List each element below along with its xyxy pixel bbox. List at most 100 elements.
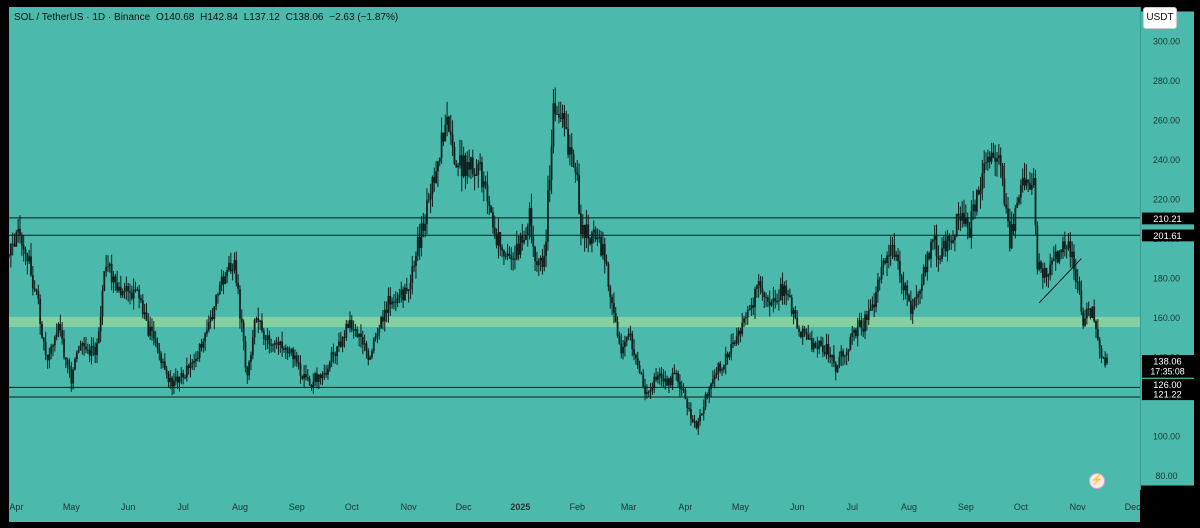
currency-button[interactable]: USDT (1143, 7, 1177, 29)
candles-group (9, 87, 1108, 435)
candle-body (1023, 177, 1026, 186)
candle-body (26, 253, 29, 262)
candle-body (986, 156, 989, 163)
time-tick-label: Sep (289, 502, 305, 512)
candle-body (365, 343, 368, 351)
candle-body (250, 355, 252, 362)
candle-body (442, 132, 445, 142)
candle-body (622, 346, 624, 354)
candle-body (52, 345, 54, 347)
candle-body (426, 200, 428, 224)
time-axis[interactable]: Apr May Jun Jul Aug Sep Oct Nov Dec 2025 Feb Mar Apr… (9, 490, 1140, 522)
candle-body (200, 344, 203, 348)
price-label-210[interactable]: 210.21 (1153, 214, 1181, 224)
candle-body (895, 254, 898, 258)
candle-body (1016, 202, 1019, 208)
candle-body (382, 317, 384, 322)
current-price-tag[interactable] (1141, 355, 1194, 378)
candle-body (1065, 248, 1068, 250)
candle-body (851, 332, 854, 337)
candle-body (589, 238, 591, 244)
candle-body (440, 132, 443, 158)
candle-body (1034, 178, 1037, 226)
candle-body (248, 361, 251, 376)
candle-body (867, 310, 870, 320)
candle-body (22, 245, 25, 250)
candle-body (803, 328, 806, 332)
candle-body (242, 322, 245, 342)
candle-body (176, 376, 179, 383)
candle-body (598, 237, 601, 239)
candle-body (301, 375, 304, 379)
candle-body (887, 255, 890, 257)
time-tick-label: Feb (569, 502, 585, 512)
price-chart[interactable] (9, 7, 1140, 490)
candle-body (710, 383, 712, 389)
candle-body (118, 286, 120, 291)
candle-body (435, 171, 438, 183)
candle-body (226, 270, 229, 277)
candle-body (70, 369, 73, 384)
candle-body (924, 266, 927, 273)
price-axis[interactable]: 80.00100.00120.00140.00160.00180.00200.0… (1140, 7, 1194, 490)
candle-body (268, 335, 271, 345)
candle-body (28, 256, 31, 262)
candle-body (649, 389, 652, 392)
symbol-label[interactable]: SOL / TetherUS · 1D · Binance (14, 12, 151, 23)
candle-body (1082, 311, 1085, 326)
candle-body (853, 329, 855, 333)
candle-body (889, 245, 892, 256)
price-label-126-bg (1141, 378, 1194, 391)
candle-body (398, 294, 401, 299)
candle-body (944, 240, 947, 252)
candle-body (1021, 177, 1024, 186)
price-label-121-bg (1141, 388, 1194, 401)
candle-body (1106, 357, 1108, 364)
candle-body (327, 368, 329, 375)
chart-background (9, 7, 1140, 490)
price-label-126[interactable]: 126.00 (1153, 380, 1181, 390)
candle-body (580, 213, 582, 235)
candle-body (310, 385, 313, 387)
candle-body (999, 155, 1002, 166)
candle-body (272, 344, 274, 346)
candle-body (369, 357, 372, 360)
candle-body (512, 258, 514, 260)
candle-body (519, 235, 522, 255)
candle-body (303, 374, 306, 379)
price-tick-label: 180.00 (1153, 274, 1180, 284)
candle-body (433, 176, 436, 183)
candle-body (900, 275, 903, 283)
candle-body (389, 295, 392, 305)
lightning-icon[interactable]: ⚡ (1089, 473, 1105, 489)
price-label-121[interactable]: 121.22 (1153, 390, 1181, 400)
candle-body (431, 176, 434, 195)
candle-body (35, 289, 38, 292)
candle-body (308, 378, 311, 386)
candle-body (506, 253, 509, 256)
price-label-201[interactable]: 201.61 (1153, 231, 1181, 241)
candle-body (779, 284, 782, 301)
candle-body (391, 301, 394, 305)
candle-body (950, 240, 953, 243)
candle-body (930, 241, 932, 259)
candle-body (715, 372, 718, 375)
candle-body (603, 244, 606, 262)
candle-body (400, 289, 403, 295)
candle-body (427, 199, 430, 201)
candle-body (757, 281, 760, 286)
candle-body (90, 346, 93, 356)
candle-body (383, 309, 386, 322)
candle-body (635, 354, 637, 359)
candle-body (627, 333, 630, 338)
candle-body (48, 353, 51, 361)
candle-body (849, 336, 852, 350)
high-value: H142.84 (200, 12, 238, 23)
candle-body (653, 376, 656, 388)
candle-body (251, 337, 254, 356)
candle-body (464, 155, 467, 177)
candle-body (510, 255, 513, 260)
candle-body (755, 285, 758, 289)
candle-body (768, 301, 771, 306)
candle-body (783, 285, 786, 296)
